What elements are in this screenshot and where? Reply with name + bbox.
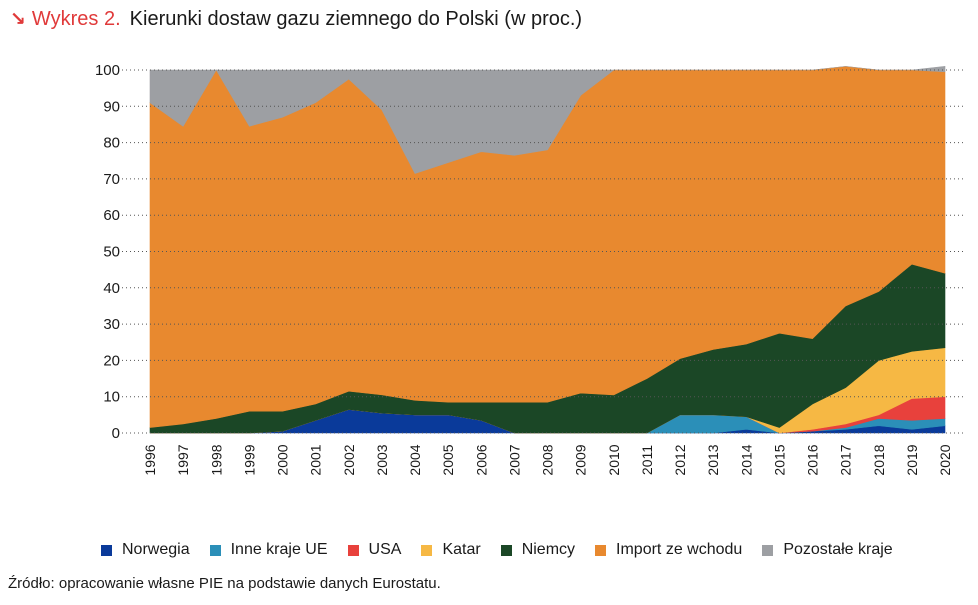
x-tick-label-7: 2003 <box>374 444 390 475</box>
x-tick-label-23: 2019 <box>904 444 920 475</box>
y-tick-label-3: 30 <box>103 316 120 333</box>
y-tick-label-2: 20 <box>103 352 120 369</box>
legend-label-5: Import ze wchodu <box>616 541 743 558</box>
legend-swatch-5 <box>595 544 607 556</box>
legend-item-3: Katar <box>421 541 481 559</box>
y-tick-label-5: 50 <box>103 244 120 261</box>
y-tick-label-9: 90 <box>103 98 120 115</box>
legend-swatch-2 <box>347 544 359 556</box>
legend-label-2: USA <box>368 541 402 558</box>
y-tick-label-10: 100 <box>95 62 120 79</box>
x-tick-label-11: 2007 <box>506 444 522 475</box>
legend-swatch-6 <box>762 544 774 556</box>
x-tick-label-21: 2017 <box>838 444 854 475</box>
legend-swatch-3 <box>421 544 433 556</box>
y-tick-label-7: 70 <box>103 171 120 188</box>
x-tick-label-3: 1999 <box>241 444 257 475</box>
legend-swatch-0 <box>101 544 112 556</box>
legend-item-1: Inne kraje UE <box>209 541 328 559</box>
legend-label-4: Niemcy <box>521 541 576 558</box>
stacked-area-chart: 0 10 20 30 40 50 60 70 80 90 100 1996 1997 1998 1999 2… <box>95 62 965 476</box>
legend-label-6: Pozostałe kraje <box>783 541 893 558</box>
x-tick-label-12: 2008 <box>540 444 556 475</box>
chart-number-label: Wykres 2. <box>31 7 121 30</box>
legend: Norwegia Inne kraje UE USA Katar Niemcy Impor… <box>101 541 893 559</box>
x-tick-label-17: 2013 <box>705 444 721 475</box>
x-tick-label-5: 2001 <box>308 444 324 475</box>
legend-swatch-4 <box>500 544 512 556</box>
x-tick-label-18: 2014 <box>738 444 754 475</box>
y-tick-label-0: 0 <box>112 425 120 442</box>
y-tick-label-6: 60 <box>103 207 120 224</box>
x-tick-label-19: 2015 <box>771 444 787 475</box>
x-tick-label-8: 2004 <box>407 444 423 475</box>
source-note: Źródło: opracowanie własne PIE na podsta… <box>8 575 441 592</box>
arrow-down-right-icon: ↘ <box>10 8 26 30</box>
legend-label-1: Inne kraje UE <box>230 541 328 558</box>
y-axis-ticks: 0 10 20 30 40 50 60 70 80 90 100 <box>95 62 120 442</box>
legend-item-0: Norwegia <box>101 541 190 559</box>
area-series <box>149 66 946 434</box>
x-tick-label-6: 2002 <box>341 444 357 475</box>
legend-swatch-1 <box>209 544 221 556</box>
legend-item-5: Import ze wchodu <box>595 541 742 559</box>
x-tick-label-1: 1997 <box>175 444 191 475</box>
x-tick-label-2: 1998 <box>208 444 224 475</box>
x-tick-label-4: 2000 <box>275 444 291 475</box>
x-tick-label-24: 2020 <box>937 444 953 475</box>
y-tick-label-1: 10 <box>103 389 120 406</box>
legend-item-6: Pozostałe kraje <box>762 541 893 559</box>
legend-item-4: Niemcy <box>500 541 576 559</box>
y-tick-label-8: 80 <box>103 135 120 152</box>
x-tick-label-15: 2011 <box>639 445 655 475</box>
chart-header: ↘ Wykres 2. Kierunki dostaw gazu ziemneg… <box>10 4 582 34</box>
legend-item-2: USA <box>347 541 402 559</box>
chart-title: Kierunki dostaw gazu ziemnego do Polski … <box>129 7 583 30</box>
legend-label-3: Katar <box>442 541 481 558</box>
x-tick-label-22: 2018 <box>871 444 887 475</box>
x-tick-label-20: 2016 <box>805 444 821 475</box>
x-tick-label-14: 2010 <box>606 444 622 475</box>
x-tick-label-0: 1996 <box>142 444 158 475</box>
x-axis-ticks: 1996 1997 1998 1999 2000 2001 2002 2003 2004 2005… <box>142 444 953 475</box>
x-tick-label-16: 2012 <box>672 444 688 475</box>
y-tick-label-4: 40 <box>103 280 120 297</box>
x-tick-label-9: 2005 <box>440 444 456 475</box>
x-tick-label-10: 2006 <box>473 444 489 475</box>
legend-label-0: Norwegia <box>122 541 190 558</box>
x-tick-label-13: 2009 <box>573 444 589 475</box>
gridlines <box>122 69 965 434</box>
